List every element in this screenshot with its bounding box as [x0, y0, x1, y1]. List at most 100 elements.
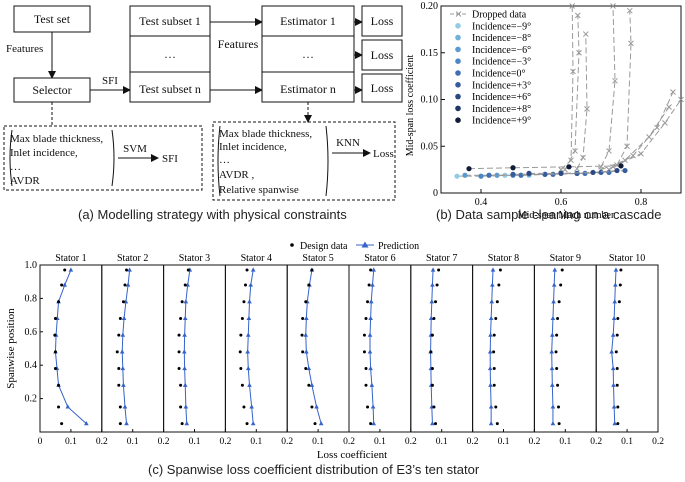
x-tick-label: 0.1	[250, 437, 262, 447]
prediction-point	[309, 382, 315, 387]
dropped-point	[610, 163, 616, 170]
prediction-point	[551, 299, 556, 304]
design-point	[432, 405, 436, 409]
dropped-point	[606, 148, 612, 154]
prediction-point	[611, 404, 617, 409]
loss-box-2	[361, 39, 403, 71]
x-tick-label: 0.2	[590, 437, 602, 447]
dropped-point	[670, 89, 676, 95]
x-tick-label: 0.1	[374, 437, 386, 447]
loss-box-1	[361, 5, 403, 37]
test-set-box	[13, 5, 91, 33]
caption-b: (b) Data sample cleaning on a cascade	[436, 207, 662, 222]
features-left-label: Features	[6, 43, 43, 55]
estimator-n-label: Estimator n	[280, 82, 336, 96]
stator-title: Stator 1	[55, 253, 86, 264]
design-point	[362, 350, 366, 354]
prediction-point	[490, 282, 495, 287]
svm-box	[3, 125, 203, 191]
design-point	[310, 405, 314, 409]
x-tick-label: 0.2	[219, 437, 231, 447]
selector-label: Selector	[32, 83, 71, 97]
design-point	[53, 333, 57, 337]
prediction-point	[430, 282, 435, 287]
design-point	[366, 300, 370, 304]
design-point	[53, 350, 57, 354]
design-point	[614, 350, 618, 354]
dropped-point	[584, 105, 590, 112]
design-point	[125, 268, 129, 272]
svm-feature-2: Inlet incidence,	[10, 147, 78, 159]
y-tick-label: 0.20	[421, 1, 439, 12]
prediction-line	[305, 269, 322, 424]
design-point	[115, 350, 119, 354]
prediction-point	[121, 315, 127, 321]
estimator-1-label: Estimator 1	[280, 14, 336, 28]
stator-frame	[595, 264, 659, 433]
prediction-point	[367, 349, 373, 354]
design-point	[557, 405, 561, 409]
prediction-line	[247, 269, 254, 424]
design-point	[492, 333, 496, 337]
dropped-point	[574, 12, 581, 19]
loss-box-n	[361, 73, 403, 103]
design-point	[117, 333, 121, 337]
prediction-point	[611, 315, 617, 321]
x-tick-label: 0.1	[65, 437, 77, 447]
prediction-point	[182, 365, 187, 371]
dropped-series-line	[576, 34, 588, 169]
svm-feature-ellipsis: …	[10, 161, 21, 173]
design-point	[364, 316, 368, 320]
dropped-point	[666, 104, 672, 110]
design-point	[366, 405, 370, 409]
legend-marker	[455, 93, 461, 100]
data-point	[466, 166, 472, 172]
loss-n-label: Loss	[371, 81, 394, 95]
x-tick-label: 0.2	[652, 437, 664, 447]
x-tick-label: 0.2	[467, 437, 479, 447]
design-point	[434, 300, 438, 304]
design-point	[180, 300, 184, 304]
dropped-series-line	[612, 99, 682, 168]
design-point	[432, 316, 436, 320]
design-point	[245, 268, 249, 272]
prediction-point	[550, 382, 555, 387]
knn-feature-4: AVDR ,	[219, 169, 255, 181]
x-tick-label: 0.2	[281, 437, 293, 447]
prediction-point	[84, 421, 89, 426]
prediction-point	[304, 349, 309, 354]
y-tick-label: 0.15	[421, 48, 439, 59]
x-tick-label: 0.4	[475, 197, 488, 208]
prediction-point	[611, 382, 616, 387]
prediction-point	[367, 332, 373, 337]
dropped-point	[612, 77, 618, 84]
design-point	[123, 283, 127, 287]
prediction-point	[65, 404, 71, 409]
prediction-line	[611, 269, 617, 424]
legend-label: Incidence=0°	[472, 69, 526, 80]
design-point	[494, 405, 498, 409]
data-point	[558, 170, 564, 176]
prediction-point	[612, 421, 618, 426]
design-point	[300, 333, 304, 337]
svm-feature-4: AVDR	[10, 175, 40, 187]
knn-box	[212, 121, 396, 201]
y-tick-label: 0.10	[421, 95, 439, 106]
prediction-point	[550, 404, 556, 409]
design-point	[183, 283, 187, 287]
prediction-point	[249, 404, 254, 409]
design-point	[239, 333, 243, 337]
design-point	[53, 367, 57, 371]
y-axis-label: Spanwise position	[5, 308, 17, 389]
prediction-point	[609, 349, 614, 354]
legend-label: Incidence=+3°	[472, 80, 531, 91]
data-point	[622, 167, 628, 174]
x-tick-label: 0.1	[189, 437, 201, 447]
prediction-point	[549, 365, 555, 371]
prediction-point	[122, 404, 128, 409]
prediction-point	[62, 282, 68, 287]
prediction-point	[488, 421, 494, 426]
prediction-point	[610, 332, 616, 337]
design-point	[429, 350, 433, 354]
